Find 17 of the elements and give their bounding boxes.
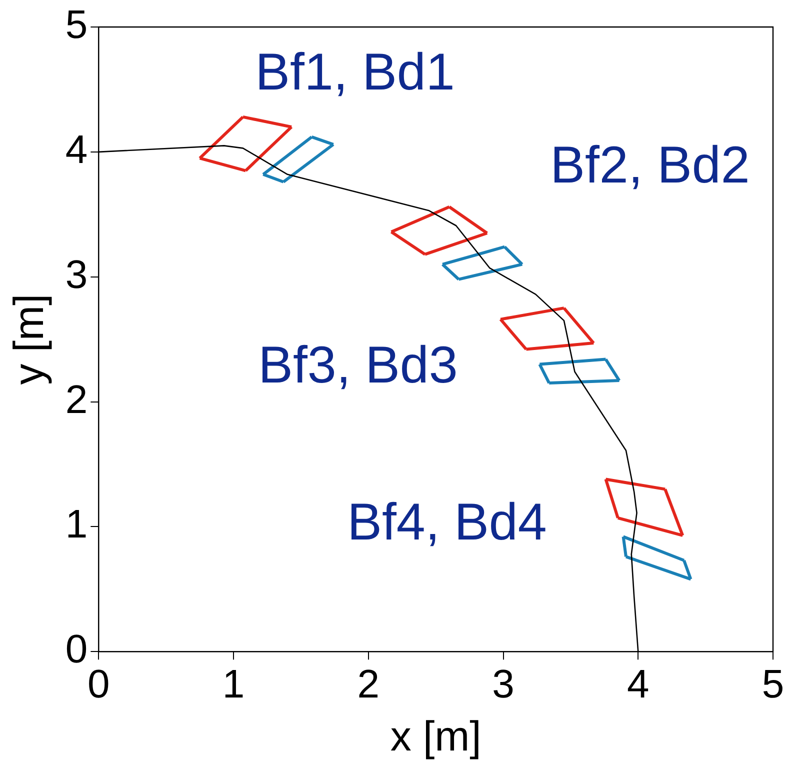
annotation: Bf1, Bd1: [255, 43, 455, 102]
y-tick-label: 2: [65, 378, 88, 422]
x-axis-title: x [m]: [390, 712, 482, 760]
annotation: Bf2, Bd2: [550, 136, 750, 194]
y-tick-label: 4: [65, 128, 88, 172]
x-tick-label: 4: [627, 662, 650, 707]
y-tick-label: 1: [65, 502, 88, 547]
annotation: Bf3, Bd3: [258, 336, 458, 394]
y-axis-title: y [m]: [4, 294, 52, 385]
annotation: Bf4, Bd4: [347, 493, 547, 552]
y-tick-label: 5: [65, 3, 88, 48]
x-tick-label: 1: [222, 662, 245, 707]
x-tick-label: 2: [357, 662, 380, 707]
y-tick-label: 0: [65, 628, 88, 672]
x-tick-label: 5: [762, 662, 784, 707]
x-tick-label: 3: [492, 662, 514, 707]
y-tick-label: 3: [65, 252, 88, 297]
